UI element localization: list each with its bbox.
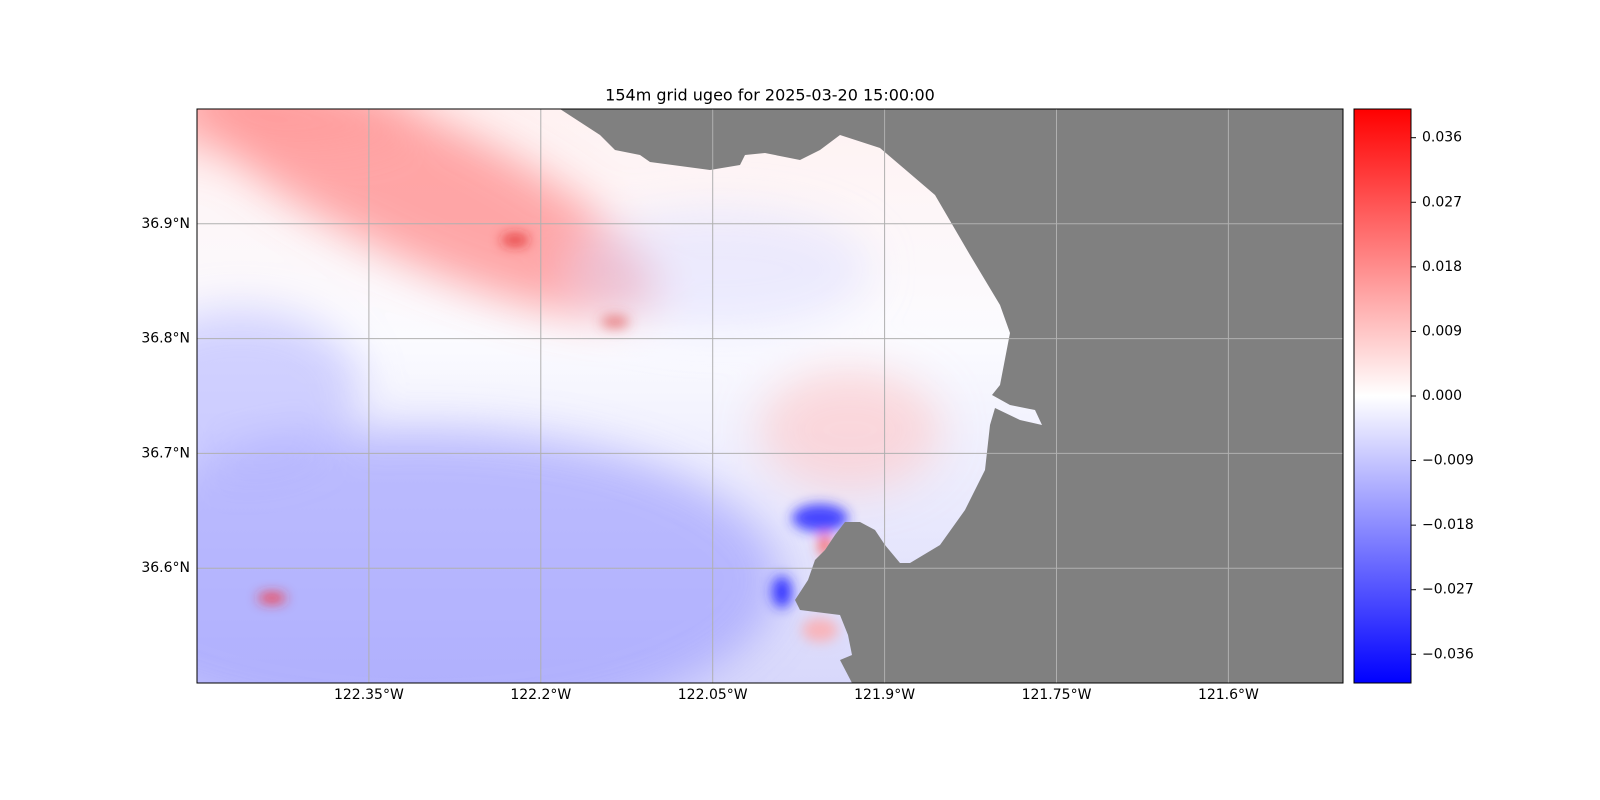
x-tick-label: 121.6°W [1198,687,1259,703]
colorbar-tick-label: 0.009 [1422,323,1462,339]
y-tick-label: 36.8°N [141,331,190,347]
x-tick-label: 122.2°W [510,687,571,703]
y-tick-label: 36.9°N [141,216,190,232]
colorbar-tick-label: −0.036 [1422,646,1474,662]
colorbar-tick-label: −0.027 [1422,582,1474,598]
y-tick-label: 36.7°N [141,445,190,461]
land [560,109,1343,683]
x-tick-label: 122.35°W [334,687,404,703]
colorbar-tick-label: 0.036 [1422,130,1462,146]
y-tick-label: 36.6°N [141,560,190,576]
colorbar-tick-label: 0.027 [1422,194,1462,210]
map-title: 154m grid ugeo for 2025-03-20 15:00:00 [605,86,935,105]
colorbar [1353,108,1412,684]
colorbar-tick-label: −0.009 [1422,453,1474,469]
field [197,109,1343,683]
colorbar-tick-label: 0.000 [1422,388,1462,404]
map-frame [196,108,1344,684]
x-tick-label: 121.75°W [1022,687,1092,703]
grid [197,109,1343,683]
colorbar-tick-label: −0.018 [1422,517,1474,533]
x-tick-label: 122.05°W [678,687,748,703]
x-tick-label: 121.9°W [854,687,915,703]
colorbar-tick-label: 0.018 [1422,259,1462,275]
